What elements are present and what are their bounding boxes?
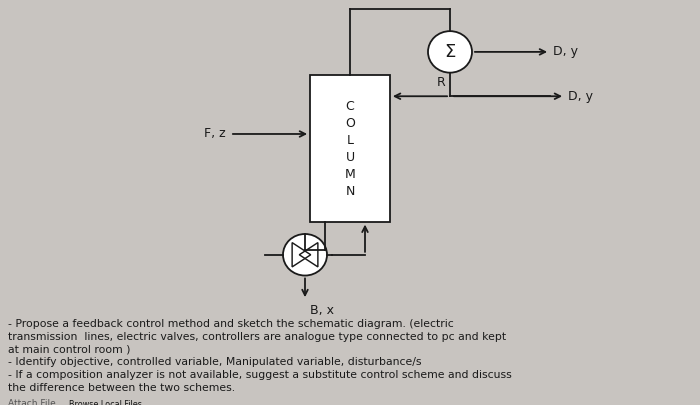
Text: - Identify objective, controlled variable, Manipulated variable, disturbance/s: - Identify objective, controlled variabl…	[8, 357, 421, 367]
Text: Attach File: Attach File	[8, 399, 56, 405]
Text: D, y: D, y	[568, 90, 593, 103]
Text: at main control room ): at main control room )	[8, 344, 130, 354]
Bar	[310, 75, 390, 222]
Text: - Propose a feedback control method and sketch the schematic diagram. (electric: - Propose a feedback control method and …	[8, 319, 454, 329]
Text: D, y: D, y	[553, 45, 578, 58]
Text: B, x: B, x	[310, 304, 334, 317]
Circle shape	[428, 31, 472, 72]
Circle shape	[283, 234, 327, 275]
Text: - If a composition analyzer is not available, suggest a substitute control schem: - If a composition analyzer is not avail…	[8, 370, 512, 380]
Text: the difference between the two schemes.: the difference between the two schemes.	[8, 383, 235, 392]
Text: transmission  lines, electric valves, controllers are analogue type connected to: transmission lines, electric valves, con…	[8, 332, 506, 342]
Text: Browse Local Files: Browse Local Files	[69, 400, 141, 405]
Text: Σ: Σ	[444, 43, 456, 61]
Bar	[65, 398, 145, 405]
Text: F, z: F, z	[204, 128, 226, 141]
Text: C
O
L
U
M
N: C O L U M N	[344, 100, 356, 198]
Text: R: R	[436, 76, 445, 89]
